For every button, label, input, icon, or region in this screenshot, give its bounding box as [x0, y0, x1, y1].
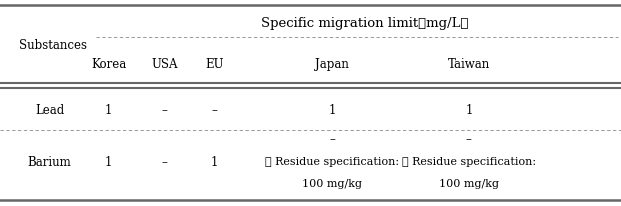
Text: ※ Residue specification:: ※ Residue specification:	[402, 157, 536, 167]
Text: Lead: Lead	[35, 104, 65, 117]
Text: Japan: Japan	[315, 57, 349, 70]
Text: 1: 1	[329, 104, 336, 117]
Text: –: –	[161, 104, 168, 117]
Text: 100 mg/kg: 100 mg/kg	[302, 178, 362, 188]
Text: Substances: Substances	[19, 39, 87, 52]
Text: Korea: Korea	[91, 57, 126, 70]
Text: Barium: Barium	[28, 155, 71, 168]
Text: –: –	[466, 133, 472, 145]
Text: 100 mg/kg: 100 mg/kg	[439, 178, 499, 188]
Text: 1: 1	[211, 155, 218, 168]
Text: 1: 1	[105, 104, 112, 117]
Text: EU: EU	[205, 57, 224, 70]
Text: USA: USA	[152, 57, 178, 70]
Text: 1: 1	[105, 155, 112, 168]
Text: –: –	[211, 104, 217, 117]
Text: ※ Residue specification:: ※ Residue specification:	[265, 157, 399, 167]
Text: Specific migration limit（mg/L）: Specific migration limit（mg/L）	[261, 17, 469, 30]
Text: –: –	[161, 155, 168, 168]
Text: 1: 1	[465, 104, 473, 117]
Text: –: –	[329, 133, 335, 145]
Text: Taiwan: Taiwan	[448, 57, 490, 70]
